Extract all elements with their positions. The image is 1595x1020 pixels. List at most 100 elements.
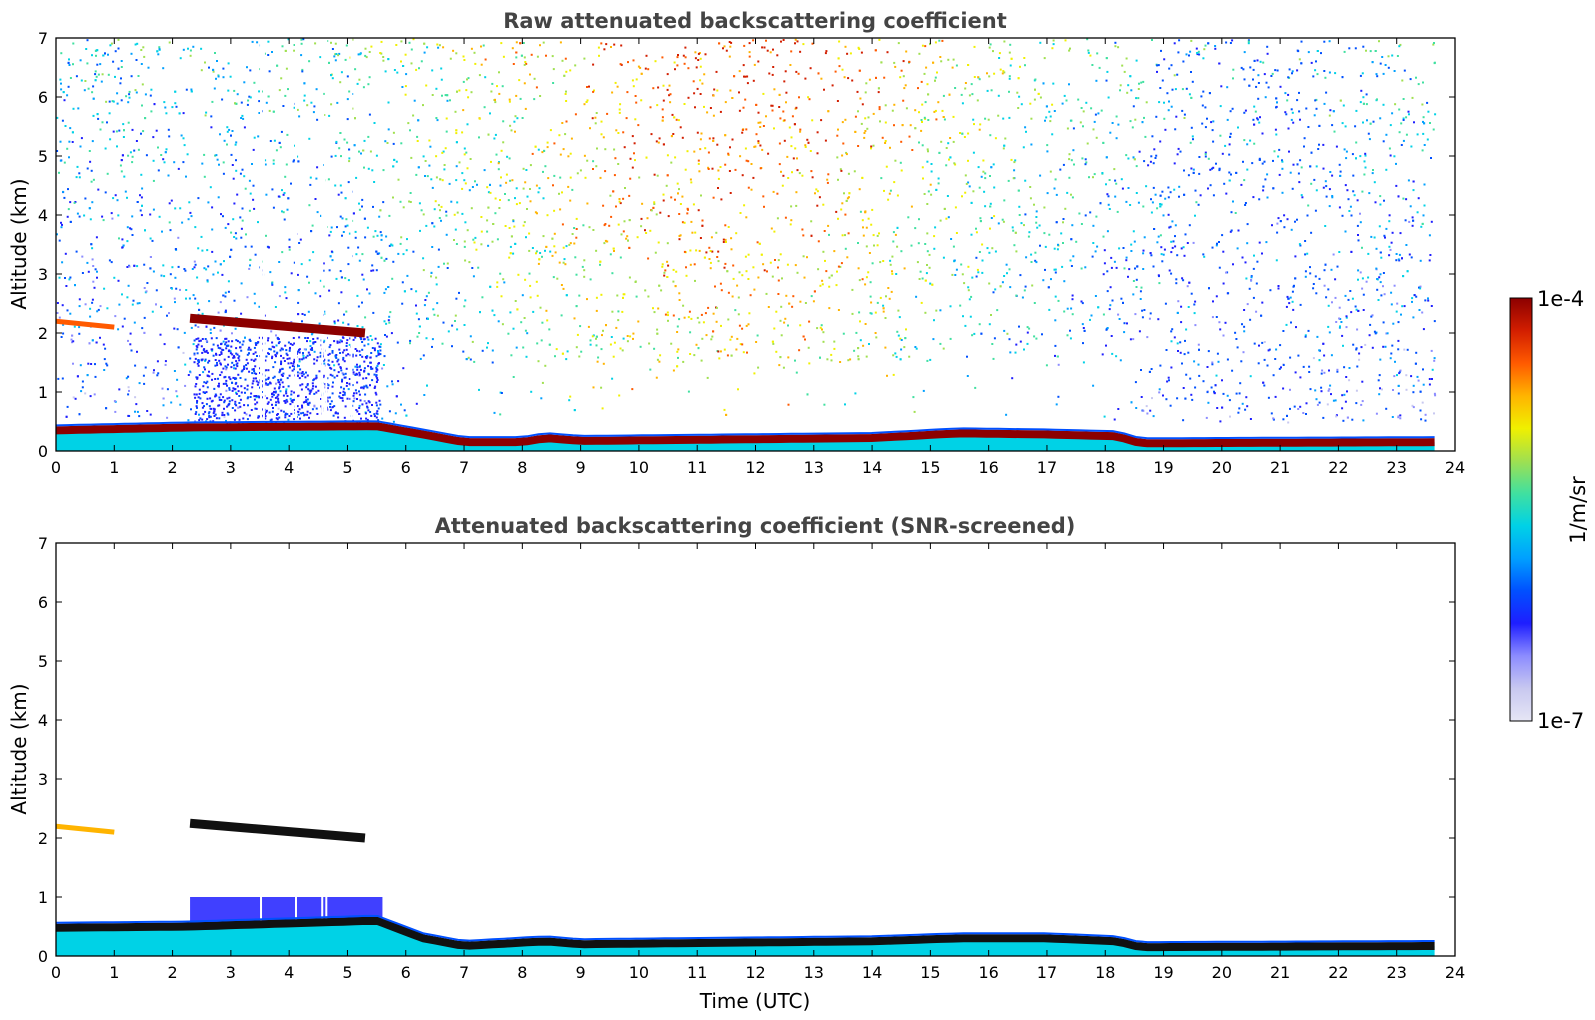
- y-tick-label: 6: [38, 593, 48, 612]
- cloud-layer: [56, 823, 115, 835]
- x-tick-label: 11: [687, 458, 707, 477]
- x-tick-label: 1: [109, 963, 119, 982]
- x-tick-label: 19: [1153, 458, 1173, 477]
- surface-layer-top: [56, 916, 1435, 952]
- surface-layer-edge: [56, 420, 1435, 440]
- cloud-layer: [56, 318, 115, 330]
- x-tick-label: 6: [401, 458, 411, 477]
- missing-profile: [294, 38, 297, 451]
- missing-profile: [260, 38, 263, 451]
- x-tick-label: 15: [920, 963, 940, 982]
- missing-profile: [325, 38, 328, 451]
- x-tick-label: 17: [1037, 458, 1057, 477]
- x-tick-label: 22: [1328, 458, 1348, 477]
- missing-profile: [350, 38, 353, 451]
- colorbar-unit-label: 1/m/sr: [1566, 476, 1590, 544]
- x-axis-ticks: 0 1 2 3 4 5 6 7 8 9 10 11 12 13 14 15 16 17 18 19 20 21 22 23 24: [51, 543, 1465, 982]
- x-tick-label: 14: [862, 458, 882, 477]
- x-tick-label: 20: [1212, 458, 1232, 477]
- x-tick-label: 0: [51, 963, 61, 982]
- x-tick-label: 13: [804, 458, 824, 477]
- x-tick-label: 9: [576, 963, 586, 982]
- x-tick-label: 20: [1212, 963, 1232, 982]
- x-tick-label: 9: [576, 458, 586, 477]
- plot-frame: [55, 542, 1456, 957]
- y-tick-label: 3: [38, 265, 48, 284]
- heatmap-area: [56, 818, 1435, 956]
- y-tick-label: 1: [38, 383, 48, 402]
- x-tick-label: 21: [1270, 963, 1290, 982]
- y-tick-label: 7: [38, 534, 48, 553]
- x-tick-label: 4: [284, 458, 294, 477]
- x-tick-label: 21: [1270, 458, 1290, 477]
- noise-speckle: [56, 38, 1437, 424]
- x-tick-label: 14: [862, 963, 882, 982]
- colorbar-min-label: 1e-7: [1537, 709, 1584, 733]
- y-tick-label: 0: [38, 442, 48, 461]
- x-axis-label: Time (UTC): [699, 989, 811, 1013]
- x-tick-label: 13: [804, 963, 824, 982]
- x-tick-label: 12: [745, 963, 765, 982]
- x-tick-label: 15: [920, 458, 940, 477]
- cloud-layer: [189, 313, 366, 338]
- x-tick-label: 18: [1095, 963, 1115, 982]
- x-tick-label: 8: [517, 458, 527, 477]
- x-tick-label: 5: [342, 963, 352, 982]
- panel-snr-screened: Attenuated backscattering coefficient (S…: [7, 514, 1465, 1013]
- surface-layer-fill: [56, 920, 1435, 956]
- x-tick-label: 24: [1445, 963, 1465, 982]
- missing-profile: [262, 38, 265, 451]
- x-tick-label: 0: [51, 458, 61, 477]
- y-axis-ticks: 0 1 2 3 4 5 6 7: [38, 534, 1455, 966]
- x-tick-label: 2: [167, 963, 177, 982]
- x-tick-label: 16: [978, 458, 998, 477]
- y-axis-ticks: 0 1 2 3 4 5 6 7: [38, 29, 1455, 461]
- x-tick-label: 11: [687, 963, 707, 982]
- x-tick-label: 16: [978, 963, 998, 982]
- x-tick-label: 23: [1387, 458, 1407, 477]
- chart-title: Raw attenuated backscattering coefficien…: [503, 9, 1007, 33]
- y-tick-label: 7: [38, 29, 48, 48]
- missing-profile: [321, 38, 324, 451]
- x-axis-ticks: 0 1 2 3 4 5 6 7 8 9 10 11 12 13 14 15 16 17 18 19 20 21 22 23 24: [51, 38, 1465, 477]
- x-tick-label: 23: [1387, 963, 1407, 982]
- x-tick-label: 18: [1095, 458, 1115, 477]
- plot-frame: [55, 37, 1456, 452]
- y-tick-label: 6: [38, 88, 48, 107]
- y-axis-label: Altitude (km): [7, 683, 31, 814]
- x-tick-label: 4: [284, 963, 294, 982]
- y-axis-label: Altitude (km): [7, 178, 31, 309]
- x-tick-label: 10: [629, 458, 649, 477]
- aerosol-column: [193, 336, 382, 433]
- panel-raw-backscatter: Raw attenuated backscattering coefficien…: [7, 9, 1465, 477]
- y-tick-label: 5: [38, 147, 48, 166]
- x-tick-label: 1: [109, 458, 119, 477]
- y-tick-label: 0: [38, 947, 48, 966]
- x-tick-label: 19: [1153, 963, 1173, 982]
- x-tick-label: 3: [226, 963, 236, 982]
- chart-title: Attenuated backscattering coefficient (S…: [435, 514, 1076, 538]
- colorbar-bar: [1509, 297, 1533, 722]
- x-tick-label: 22: [1328, 963, 1348, 982]
- cloud-layer: [189, 818, 366, 843]
- y-tick-label: 4: [38, 711, 48, 730]
- colorbar: 1e-4 1e-7 1/m/sr: [1509, 287, 1590, 733]
- heatmap-area: [56, 38, 1437, 451]
- x-tick-label: 24: [1445, 458, 1465, 477]
- x-tick-label: 6: [401, 963, 411, 982]
- x-tick-label: 7: [459, 963, 469, 982]
- x-tick-label: 2: [167, 458, 177, 477]
- x-tick-label: 7: [459, 458, 469, 477]
- surface-layer-top: [56, 422, 1435, 448]
- x-tick-label: 5: [342, 458, 352, 477]
- x-tick-label: 10: [629, 963, 649, 982]
- y-tick-label: 4: [38, 206, 48, 225]
- x-tick-label: 3: [226, 458, 236, 477]
- colorbar-max-label: 1e-4: [1537, 287, 1584, 311]
- x-tick-label: 8: [517, 963, 527, 982]
- y-tick-label: 5: [38, 652, 48, 671]
- surface-layer-edge: [56, 914, 1435, 944]
- y-tick-label: 2: [38, 829, 48, 848]
- x-tick-label: 17: [1037, 963, 1057, 982]
